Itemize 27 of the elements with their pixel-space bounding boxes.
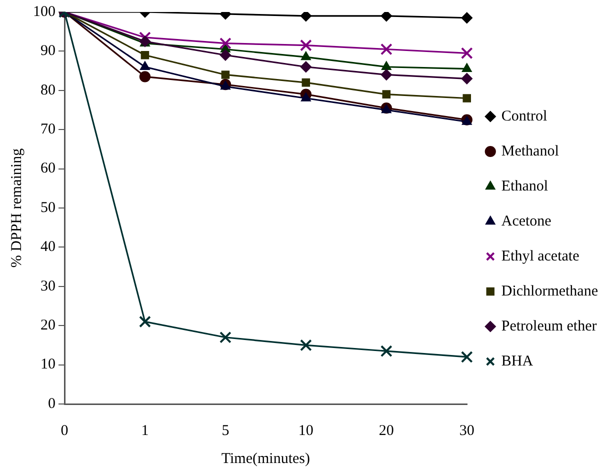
- y-axis-title: % DPPH remaining: [8, 148, 25, 268]
- y-tick-label: 100: [33, 4, 56, 20]
- x-tick-label: 10: [298, 422, 314, 439]
- y-tick-label: 80: [40, 82, 56, 98]
- y-tick-label: 30: [40, 278, 56, 294]
- legend-label: Control: [501, 108, 548, 124]
- y-tick-label: 20: [40, 318, 56, 334]
- x-tick-label: 0: [60, 422, 68, 439]
- x-tick-label: 30: [459, 422, 474, 439]
- y-tick-label: 10: [40, 356, 56, 373]
- y-tick-label: 90: [40, 43, 56, 60]
- legend-label: Petroleum ether: [501, 318, 597, 334]
- x-tick-label: 20: [378, 422, 394, 439]
- y-tick-label: 60: [40, 160, 56, 177]
- legend-label: Ethyl acetate: [501, 248, 580, 264]
- x-tick-label: 1: [141, 422, 149, 439]
- x-axis-title: Time(minutes): [221, 450, 310, 467]
- y-tick-label: 0: [48, 396, 56, 412]
- legend-label: Dichlormethane: [501, 283, 598, 300]
- legend-label: Ethanol: [501, 178, 548, 194]
- y-tick-label: 40: [40, 239, 56, 256]
- y-tick-label: 50: [40, 200, 56, 216]
- legend-label: Methanol: [501, 143, 559, 160]
- legend-label: BHA: [501, 353, 534, 370]
- x-tick-label: 5: [222, 422, 230, 439]
- y-tick-label: 70: [40, 122, 56, 138]
- legend-label: Acetone: [501, 213, 552, 230]
